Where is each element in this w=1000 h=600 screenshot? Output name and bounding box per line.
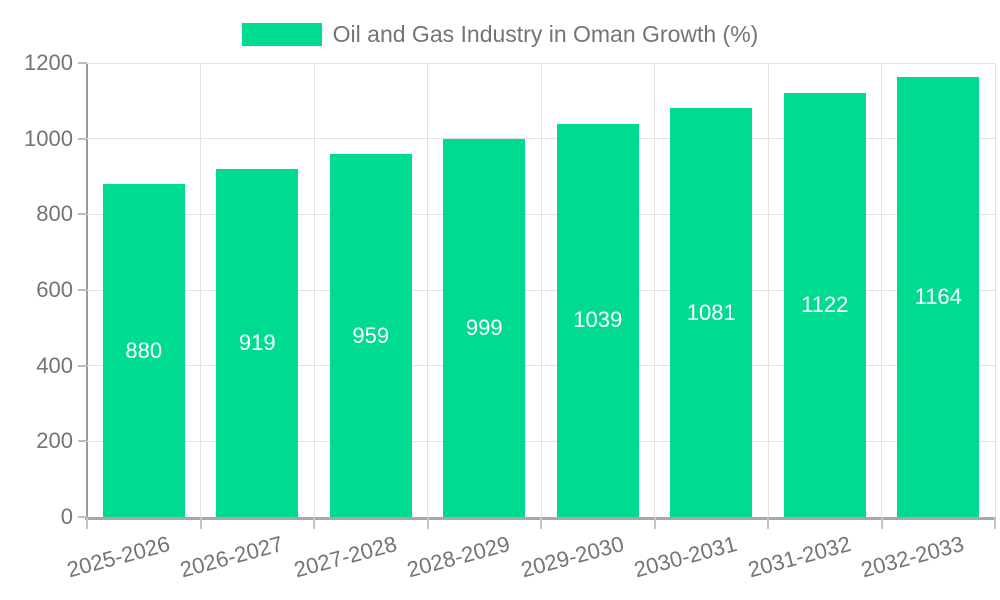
y-axis-tick xyxy=(78,516,87,518)
x-axis-tick xyxy=(426,517,429,529)
x-axis-tick xyxy=(767,517,769,529)
legend-swatch-icon xyxy=(241,23,322,46)
bar xyxy=(443,139,526,517)
x-axis-tick xyxy=(86,517,88,529)
y-axis-tick xyxy=(78,213,87,216)
bar-value-label: 919 xyxy=(238,330,276,356)
y-axis-tick xyxy=(78,440,87,443)
bar-value-label: 959 xyxy=(352,322,390,348)
bar xyxy=(329,154,412,517)
gridline-v xyxy=(654,63,655,517)
y-tick-label: 400 xyxy=(36,352,73,378)
bar xyxy=(783,92,866,517)
gridline-v xyxy=(313,63,315,517)
bar-value-label: 880 xyxy=(125,337,163,363)
gridline-v xyxy=(540,63,542,517)
bar xyxy=(670,108,753,517)
x-axis-tick xyxy=(313,517,315,529)
y-axis-tick xyxy=(78,289,87,291)
legend[interactable]: Oil and Gas Industry in Oman Growth (%) xyxy=(0,21,1000,48)
gridline-v xyxy=(200,63,201,517)
plot-area: 0 200 400 600 800 1000 1200 880 2025-2026 919 2026… xyxy=(24,50,996,582)
y-tick-label: 800 xyxy=(36,201,73,227)
bar-value-label: 1039 xyxy=(573,307,623,333)
bar xyxy=(216,169,299,517)
y-tick-label: 600 xyxy=(36,277,73,302)
y-axis-tick xyxy=(78,364,87,367)
y-tick-label: 0 xyxy=(60,504,73,529)
bar xyxy=(897,76,980,517)
x-axis-tick xyxy=(653,517,656,529)
y-axis-tick xyxy=(78,62,87,64)
bar-value-label: 1081 xyxy=(686,299,736,325)
gridline-v xyxy=(427,63,428,517)
bar-value-label: 999 xyxy=(465,315,503,341)
y-tick-label: 1000 xyxy=(24,125,73,151)
gridline-v xyxy=(994,63,996,517)
bar-value-label: 1164 xyxy=(914,283,962,309)
y-tick-label: 1200 xyxy=(24,50,73,75)
gridline-v xyxy=(767,63,769,517)
x-axis-tick xyxy=(880,517,883,529)
bar-value-label: 1122 xyxy=(801,291,849,317)
x-axis-tick xyxy=(540,517,542,529)
x-axis-tick xyxy=(994,517,996,529)
x-axis-tick xyxy=(199,517,202,529)
bar xyxy=(556,123,639,517)
y-tick-label: 200 xyxy=(36,428,73,454)
gridline-v xyxy=(881,63,882,517)
legend-label: Oil and Gas Industry in Oman Growth (%) xyxy=(332,21,759,47)
y-axis-tick xyxy=(78,137,87,140)
bar xyxy=(102,184,185,517)
